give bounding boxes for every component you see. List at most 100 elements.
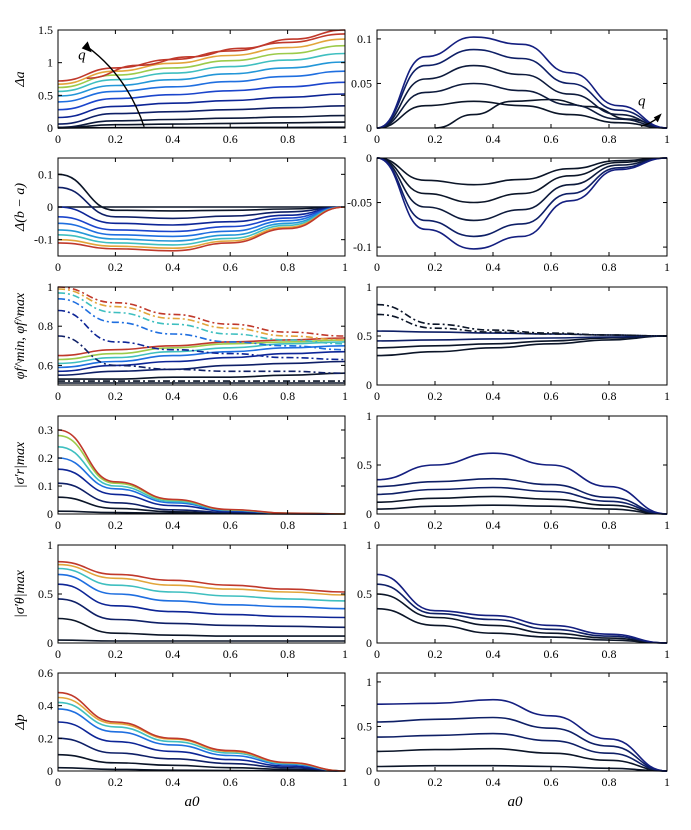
x-tick-label: 0.6 xyxy=(544,647,559,661)
y-tick-label: 0 xyxy=(366,121,372,135)
series-line-q8 xyxy=(57,206,346,246)
x-tick-label: 1 xyxy=(664,260,670,274)
series-line-s2 xyxy=(376,100,668,129)
x-tick-label: 0.4 xyxy=(165,132,180,146)
series-line-max2 xyxy=(57,335,346,374)
axes-box xyxy=(57,415,346,515)
x-tick-label: 0.2 xyxy=(428,132,443,146)
y-tick-label: 0.05 xyxy=(351,76,372,90)
axes-box xyxy=(376,672,668,772)
series-line-s4 xyxy=(376,477,668,515)
series-line-s3 xyxy=(376,486,668,515)
x-tick-label: 0.4 xyxy=(165,260,180,274)
y-axis-label: Δ(b − a) xyxy=(13,183,28,232)
series-line-q7 xyxy=(57,563,346,596)
series-line-min6 xyxy=(57,341,346,365)
series-line-q10 xyxy=(57,206,346,252)
series-line-q9 xyxy=(57,206,346,250)
x-tick-label: 0.4 xyxy=(165,389,180,403)
y-axis-label: Δp xyxy=(13,714,28,730)
y-tick-label: 0.2 xyxy=(38,731,53,745)
y-tick-label: 0.6 xyxy=(38,666,53,680)
series-line-s5 xyxy=(376,698,668,772)
series-line-q2 xyxy=(57,121,346,129)
axes-box xyxy=(57,29,346,129)
x-tick-label: 0.6 xyxy=(544,518,559,532)
y-tick-label: 0.4 xyxy=(38,699,53,713)
q-arrow-head xyxy=(653,113,662,123)
series-line-s2 xyxy=(376,157,668,204)
y-tick-label: 0.5 xyxy=(357,719,372,733)
y-tick-label: 0 xyxy=(366,764,372,778)
axes-box xyxy=(376,157,668,257)
x-tick-label: 1 xyxy=(342,260,348,274)
x-tick-label: 0.8 xyxy=(280,389,295,403)
x-tick-label: 0.4 xyxy=(486,260,501,274)
x-tick-label: 0 xyxy=(55,389,61,403)
axes-box xyxy=(57,672,346,772)
x-tick-label: 0.8 xyxy=(280,518,295,532)
y-tick-label: 1 xyxy=(366,675,372,689)
series-line-max4 xyxy=(57,298,346,351)
series-line-q3 xyxy=(57,482,346,515)
series-line-q7 xyxy=(57,696,346,772)
series-line-q9 xyxy=(57,52,346,93)
series-line-q4 xyxy=(57,721,346,772)
x-tick-label: 0.4 xyxy=(486,518,501,532)
y-tick-label: 0.5 xyxy=(357,329,372,343)
x-tick-label: 1 xyxy=(664,518,670,532)
x-tick-label: 0.6 xyxy=(223,518,238,532)
series-line-q7 xyxy=(57,206,346,242)
y-tick-label: 0 xyxy=(366,636,372,650)
series-line-s1 xyxy=(376,335,668,357)
q-label: q xyxy=(638,94,646,110)
axes-box xyxy=(376,29,668,129)
x-tick-label: 0.6 xyxy=(223,647,238,661)
series-line-q6 xyxy=(57,81,346,111)
series-line-s6 xyxy=(376,313,668,337)
series-line-s3 xyxy=(376,583,668,644)
series-line-q11 xyxy=(57,38,346,85)
x-tick-label: 0 xyxy=(55,260,61,274)
y-tick-label: 1 xyxy=(47,56,53,70)
x-tick-label: 0.4 xyxy=(486,775,501,789)
x-tick-label: 1 xyxy=(342,389,348,403)
series-line-s1 xyxy=(376,157,668,186)
axes-box xyxy=(376,286,668,386)
series-line-q6 xyxy=(57,567,346,602)
series-line-min5 xyxy=(57,345,346,369)
series-line-s5 xyxy=(376,48,668,129)
panel-row2-left: 0 0.2 0.4 0.6 0.8 1-0.100.1Δ(b − a) xyxy=(13,157,348,274)
x-tick-label: 1 xyxy=(664,775,670,789)
series-line-q8 xyxy=(57,61,346,97)
y-tick-label: 0 xyxy=(47,636,53,650)
y-tick-label: 0 xyxy=(366,378,372,392)
y-tick-label: -0.05 xyxy=(347,196,372,210)
series-line-q5 xyxy=(57,93,346,119)
series-line-s1 xyxy=(376,764,668,772)
panel-row5-left: 0 0.2 0.4 0.6 0.8 1 0 0.5 1 |σ′θ|max xyxy=(13,538,348,661)
y-axis-label: Δa xyxy=(13,71,28,87)
series-line-q4 xyxy=(57,583,346,619)
series-line-min7 xyxy=(57,339,346,361)
series-line-q4 xyxy=(57,105,346,125)
axes-box xyxy=(376,544,668,644)
x-tick-label: 0.8 xyxy=(602,389,617,403)
x-tick-label: 0.6 xyxy=(223,775,238,789)
x-tick-label: 0.2 xyxy=(428,260,443,274)
y-tick-label: 1 xyxy=(366,409,372,423)
x-tick-label: 0.6 xyxy=(223,260,238,274)
panel-row4-right: 0 0.2 0.4 0.6 0.8 1 0 0.5 1 xyxy=(357,409,670,532)
series-line-q5 xyxy=(57,708,346,772)
y-tick-label: 0 xyxy=(47,121,53,135)
x-tick-label: 0.8 xyxy=(280,647,295,661)
y-tick-label: 0.5 xyxy=(38,88,53,102)
y-tick-label: 0.2 xyxy=(38,451,53,465)
series-line-max5 xyxy=(57,292,346,345)
series-line-q7 xyxy=(57,70,346,103)
y-axis-label: |σ′θ|max xyxy=(13,569,28,618)
x-tick-label: 0.6 xyxy=(223,389,238,403)
x-tick-label: 1 xyxy=(664,132,670,146)
series-line-s1 xyxy=(376,607,668,644)
x-tick-label: 0.4 xyxy=(165,647,180,661)
